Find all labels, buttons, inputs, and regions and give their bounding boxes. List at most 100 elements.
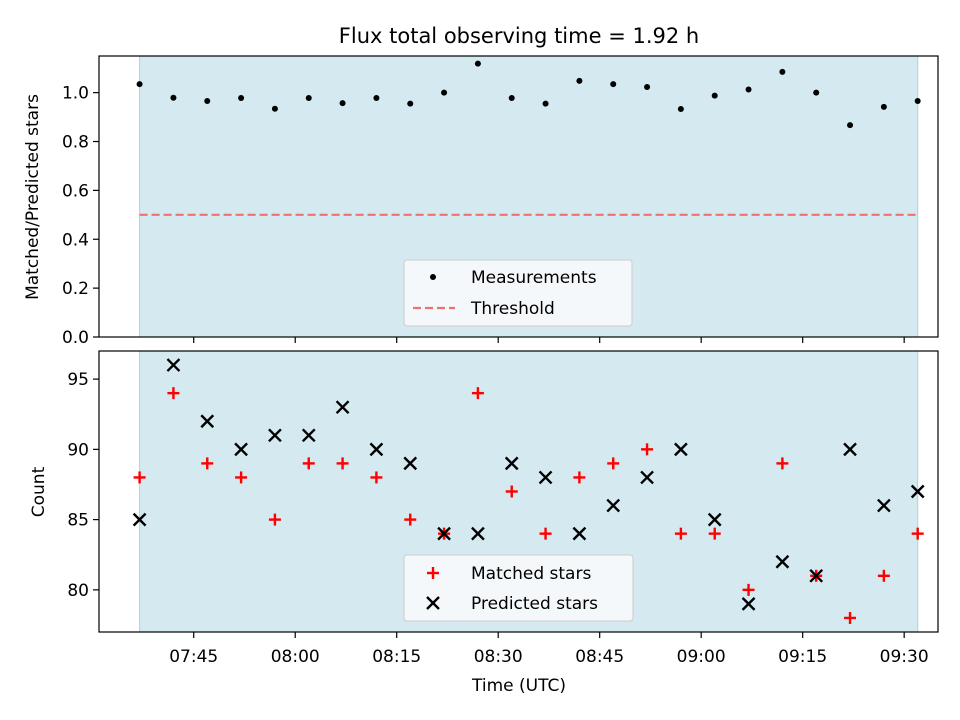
legend-measurement-marker (430, 274, 436, 280)
y-tick-label: 0.4 (62, 230, 89, 250)
y-tick-label: 85 (67, 511, 89, 531)
predicted-star-point (707, 512, 722, 527)
x-tick-label: 08:00 (271, 647, 320, 667)
measurement-point (576, 77, 583, 84)
top-legend: Measurements Threshold (403, 259, 633, 327)
measurement-point (508, 95, 515, 102)
bottom-plot-frame (98, 350, 939, 633)
chart-title: Flux total observing time = 1.92 h (339, 24, 699, 48)
matched-star-point (268, 513, 281, 526)
measurement-point (779, 68, 786, 75)
predicted-star-point (471, 526, 485, 541)
x-axis-label: Time (UTC) (471, 676, 566, 696)
y-tick-label: 90 (67, 440, 89, 460)
x-tick-label: 09:15 (778, 647, 827, 667)
measurement-point (677, 106, 684, 113)
predicted-star-point (741, 597, 756, 611)
predicted-star-point (268, 428, 282, 443)
predicted-star-point (809, 568, 824, 583)
y-tick-label: 0.2 (62, 279, 89, 299)
matched-star-point (404, 513, 417, 526)
predicted-star-point (437, 526, 451, 541)
predicted-stars-points (132, 358, 925, 611)
predicted-star-point (166, 358, 181, 372)
predicted-star-point (572, 526, 587, 541)
matched-star-point (471, 387, 484, 400)
y-tick-label: 0.6 (62, 181, 89, 201)
measurement-point (204, 97, 211, 104)
x-tick-label: 09:30 (880, 647, 929, 667)
top-x-ticks (193, 337, 905, 343)
top-measurements (136, 60, 921, 129)
measurement-point (238, 95, 245, 102)
matched-star-point (505, 485, 518, 498)
bottom-legend: Matched stars Predicted stars (403, 554, 634, 622)
predicted-star-point (200, 414, 215, 429)
measurement-point (373, 95, 380, 102)
matched-star-point (674, 527, 687, 540)
top-y-axis-label: Matched/Predicted stars (23, 94, 43, 300)
y-tick-label: 80 (67, 581, 89, 601)
measurement-point (170, 94, 177, 101)
y-tick-label: 0.8 (62, 133, 89, 153)
x-tick-label: 09:00 (677, 647, 726, 667)
legend-matched-marker (427, 567, 439, 579)
measurement-point (474, 60, 481, 67)
predicted-star-point (132, 512, 147, 527)
measurement-point (339, 100, 346, 107)
predicted-star-point (301, 428, 316, 443)
matched-star-point (607, 457, 620, 470)
top-legend-box (403, 259, 633, 327)
measurement-point (610, 81, 617, 88)
matched-star-point (877, 569, 890, 582)
predicted-star-point (674, 442, 688, 457)
matched-star-point (201, 457, 214, 470)
legend-matched-label: Matched stars (471, 564, 591, 584)
measurement-point (542, 100, 549, 107)
x-tick-label: 08:15 (372, 647, 421, 667)
matched-star-point (573, 471, 586, 484)
matched-star-point (844, 611, 857, 624)
bottom-y-axis-label: Count (29, 466, 49, 517)
predicted-star-point (606, 498, 621, 513)
matched-star-point (167, 387, 180, 400)
predicted-star-point (369, 442, 384, 457)
measurement-point (644, 84, 651, 91)
y-tick-label: 1.0 (62, 84, 89, 104)
matched-star-point (235, 471, 248, 484)
measurement-point (711, 92, 718, 99)
bottom-legend-box (403, 554, 634, 622)
measurement-point (847, 122, 854, 129)
legend-threshold-label: Threshold (470, 299, 555, 319)
measurement-point (271, 105, 278, 112)
measurement-point (813, 89, 820, 96)
x-tick-label: 08:45 (575, 647, 624, 667)
legend-measurements-label: Measurements (471, 268, 597, 288)
measurement-point (407, 100, 414, 107)
legend-predicted-label: Predicted stars (471, 594, 598, 614)
x-tick-label: 07:45 (169, 647, 218, 667)
bottom-x-ticks: 07:45 08:00 08:15 08:30 08:45 09:00 09:15 09:30 (169, 632, 929, 667)
measurement-point (914, 97, 921, 104)
matched-star-point (336, 457, 349, 470)
predicted-star-point (910, 484, 925, 499)
predicted-star-point (335, 400, 350, 415)
measurement-point (305, 95, 312, 102)
predicted-star-point (843, 442, 857, 457)
predicted-star-point (640, 470, 654, 485)
predicted-star-point (504, 456, 519, 471)
matched-star-point (742, 583, 755, 596)
top-plot-frame (98, 55, 939, 338)
top-y-ticks: 0.0 0.2 0.4 0.6 0.8 1.0 (62, 84, 99, 348)
y-tick-label: 0.0 (62, 328, 89, 348)
matched-star-point (911, 527, 924, 540)
matched-star-point (641, 443, 654, 456)
matched-star-point (708, 527, 721, 540)
measurement-point (880, 103, 887, 110)
top-panel: 0.0 0.2 0.4 0.6 0.8 1.0 Matched/Predicted sta… (23, 55, 939, 348)
predicted-star-point (877, 498, 891, 513)
matched-star-point (776, 457, 789, 470)
matched-star-point (370, 471, 383, 484)
